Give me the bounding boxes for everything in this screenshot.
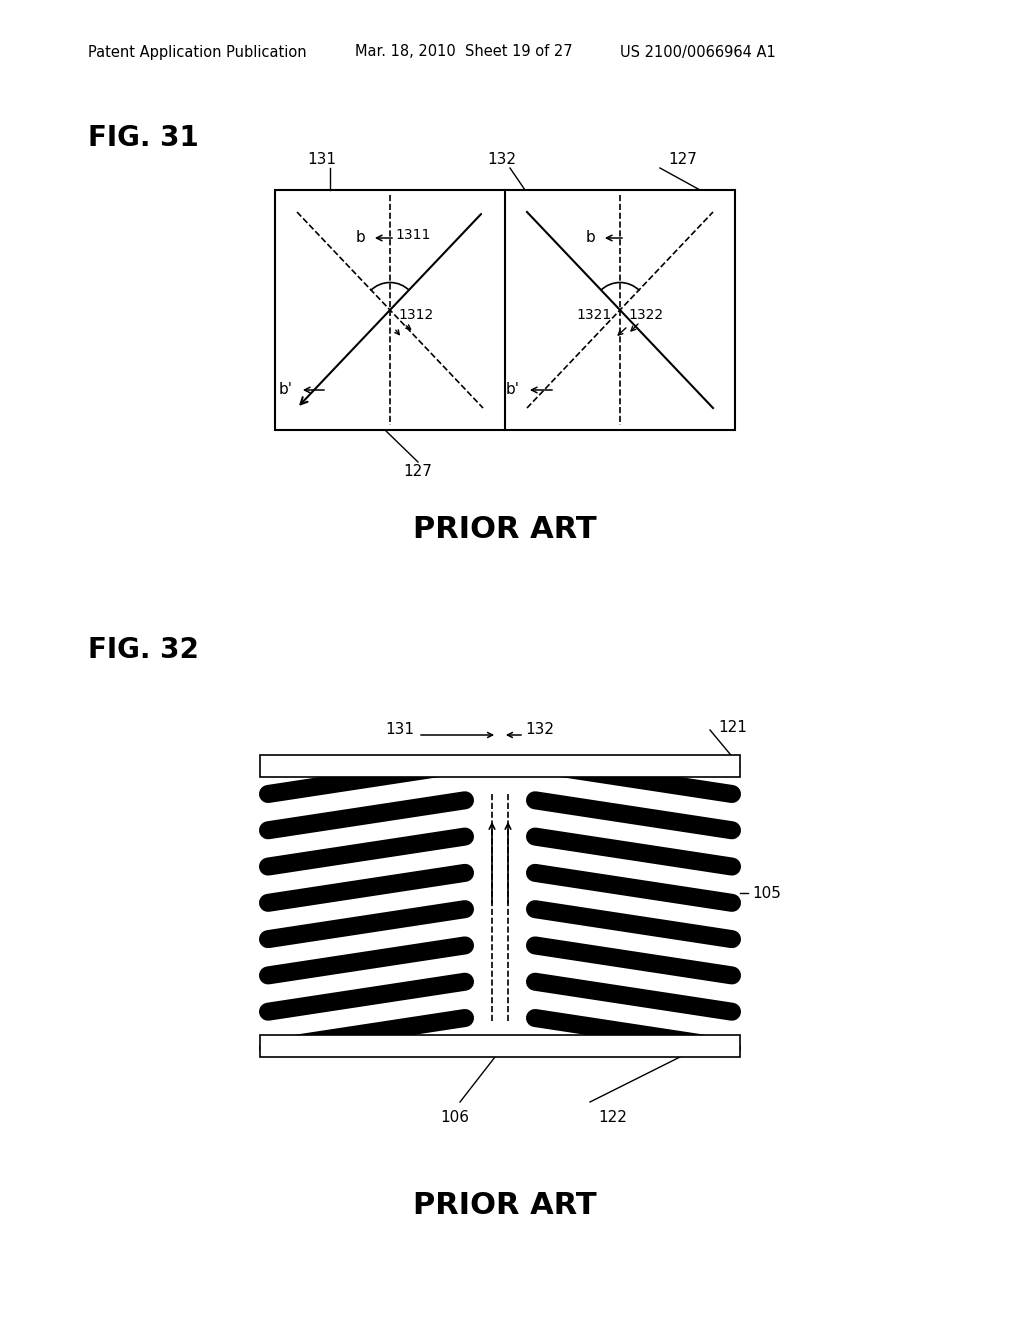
Text: 121: 121 <box>718 721 746 735</box>
Text: 1312: 1312 <box>398 308 433 322</box>
Bar <box>260 755 740 777</box>
Text: 1321: 1321 <box>577 308 612 322</box>
Bar <box>260 1035 740 1057</box>
Text: b: b <box>355 231 365 246</box>
Text: 106: 106 <box>440 1110 469 1125</box>
Text: 1322: 1322 <box>628 308 664 322</box>
Text: 132: 132 <box>525 722 555 738</box>
Text: 127: 127 <box>403 465 432 479</box>
Text: 131: 131 <box>385 722 415 738</box>
Bar <box>275 190 735 430</box>
Text: 105: 105 <box>752 886 781 900</box>
Text: b': b' <box>279 383 293 397</box>
Text: 1311: 1311 <box>395 228 430 242</box>
Text: FIG. 31: FIG. 31 <box>88 124 199 152</box>
Text: 127: 127 <box>668 153 697 168</box>
Text: PRIOR ART: PRIOR ART <box>414 516 597 544</box>
Text: b': b' <box>506 383 520 397</box>
Text: 132: 132 <box>487 153 516 168</box>
Text: Patent Application Publication: Patent Application Publication <box>88 45 306 59</box>
Text: Mar. 18, 2010  Sheet 19 of 27: Mar. 18, 2010 Sheet 19 of 27 <box>355 45 572 59</box>
Text: US 2100/0066964 A1: US 2100/0066964 A1 <box>620 45 776 59</box>
Text: FIG. 32: FIG. 32 <box>88 636 199 664</box>
Text: b: b <box>586 231 595 246</box>
Text: 122: 122 <box>598 1110 627 1125</box>
Text: 131: 131 <box>307 153 337 168</box>
Text: PRIOR ART: PRIOR ART <box>414 1191 597 1220</box>
